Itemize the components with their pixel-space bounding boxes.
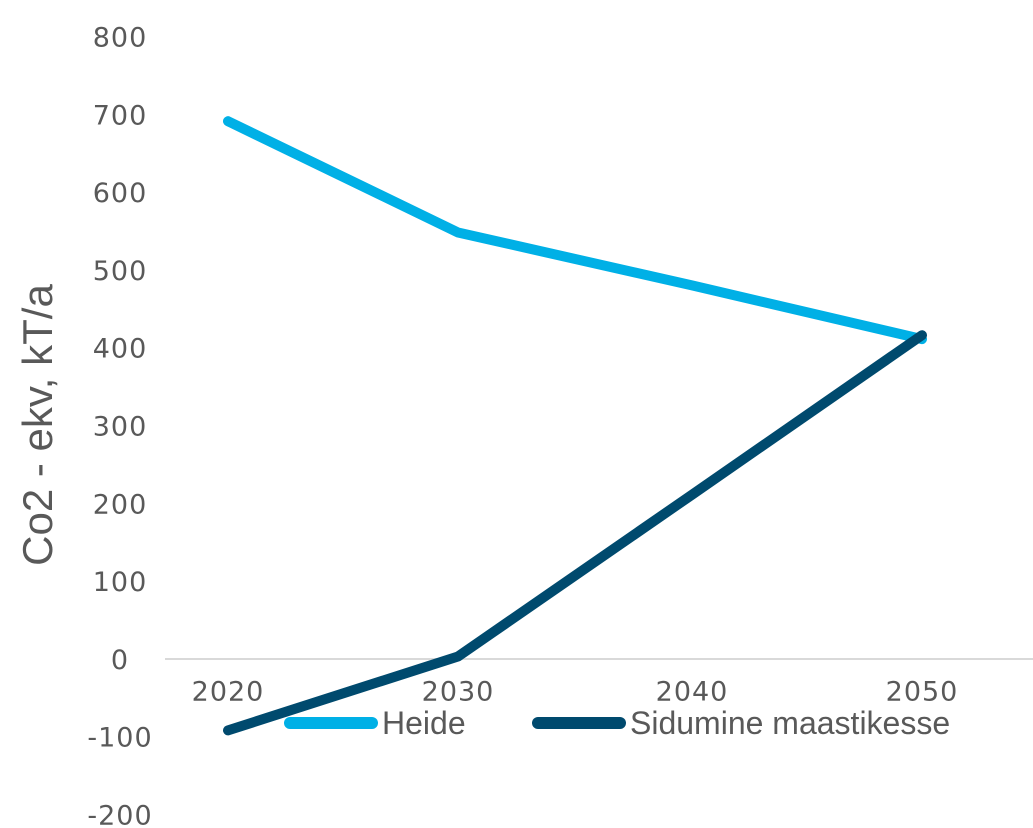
series-lines xyxy=(223,116,927,736)
series-line-0 xyxy=(223,116,927,345)
legend: Heide Sidumine maastikesse xyxy=(284,705,950,741)
series-line-1 xyxy=(223,330,927,736)
x-tick-label: 2050 xyxy=(886,677,959,708)
x-tick-labels: 2020 2030 2040 2050 xyxy=(192,677,959,708)
y-tick-label: 700 xyxy=(93,100,148,131)
y-tick-label: -200 xyxy=(87,801,152,828)
legend-label: Sidumine maastikesse xyxy=(630,705,950,741)
y-tick-label: 0 xyxy=(111,645,129,676)
y-tick-label: 400 xyxy=(93,334,148,365)
y-axis-label: Co2 - ekv, kT/a xyxy=(14,284,61,566)
y-tick-label: 800 xyxy=(93,23,148,54)
y-tick-label: 300 xyxy=(93,412,148,443)
y-tick-label: 600 xyxy=(93,178,148,209)
x-tick-label: 2030 xyxy=(422,677,495,708)
legend-label: Heide xyxy=(382,705,466,741)
x-tick-label: 2020 xyxy=(192,677,265,708)
y-tick-label: 100 xyxy=(93,567,148,598)
x-tick-label: 2040 xyxy=(656,677,729,708)
y-tick-label: 500 xyxy=(93,256,148,287)
y-tick-labels: 800 700 600 500 400 300 200 100 0 -100 -200 xyxy=(87,23,152,828)
y-tick-label: -100 xyxy=(87,723,152,754)
y-tick-label: 200 xyxy=(93,489,148,520)
